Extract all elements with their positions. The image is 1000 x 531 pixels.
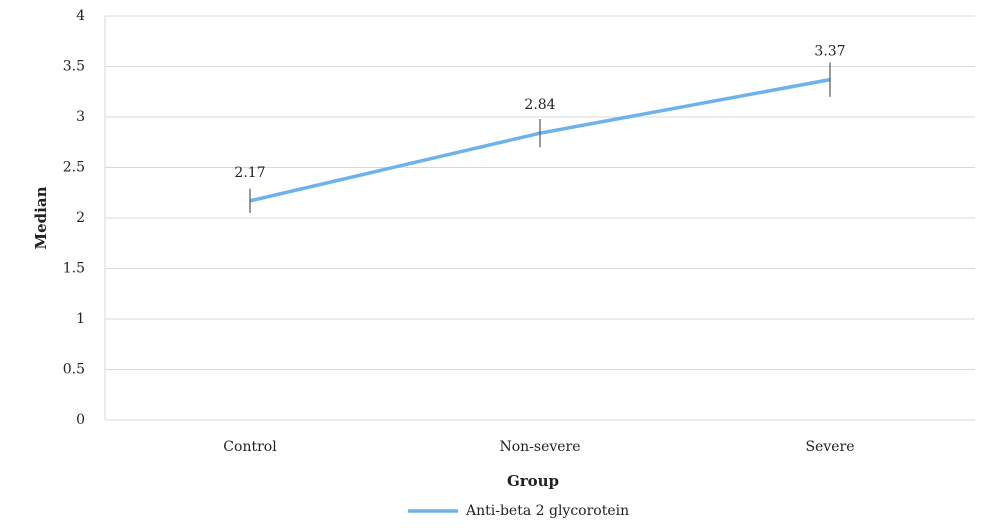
data-label: 3.37 [814,44,845,60]
y-tick-label: 4 [76,8,85,24]
y-tick-label: 3 [76,109,85,125]
y-tick-label: 0 [76,412,85,428]
x-tick-label: Control [223,439,277,455]
legend-label: Anti-beta 2 glycorotein [465,503,629,519]
y-tick-label: 2 [76,210,85,226]
x-axis-title: Group [507,472,559,490]
y-tick-label: 0.5 [63,362,85,378]
y-tick-label: 3.5 [63,59,85,75]
y-axis-title: Median [32,186,50,249]
data-label: 2.84 [524,97,555,113]
x-tick-label: Non-severe [499,439,580,455]
y-tick-label: 2.5 [63,160,85,176]
y-tick-label: 1.5 [63,261,85,277]
x-tick-label: Severe [805,439,854,455]
y-tick-label: 1 [76,311,85,327]
data-label: 2.17 [234,165,265,181]
